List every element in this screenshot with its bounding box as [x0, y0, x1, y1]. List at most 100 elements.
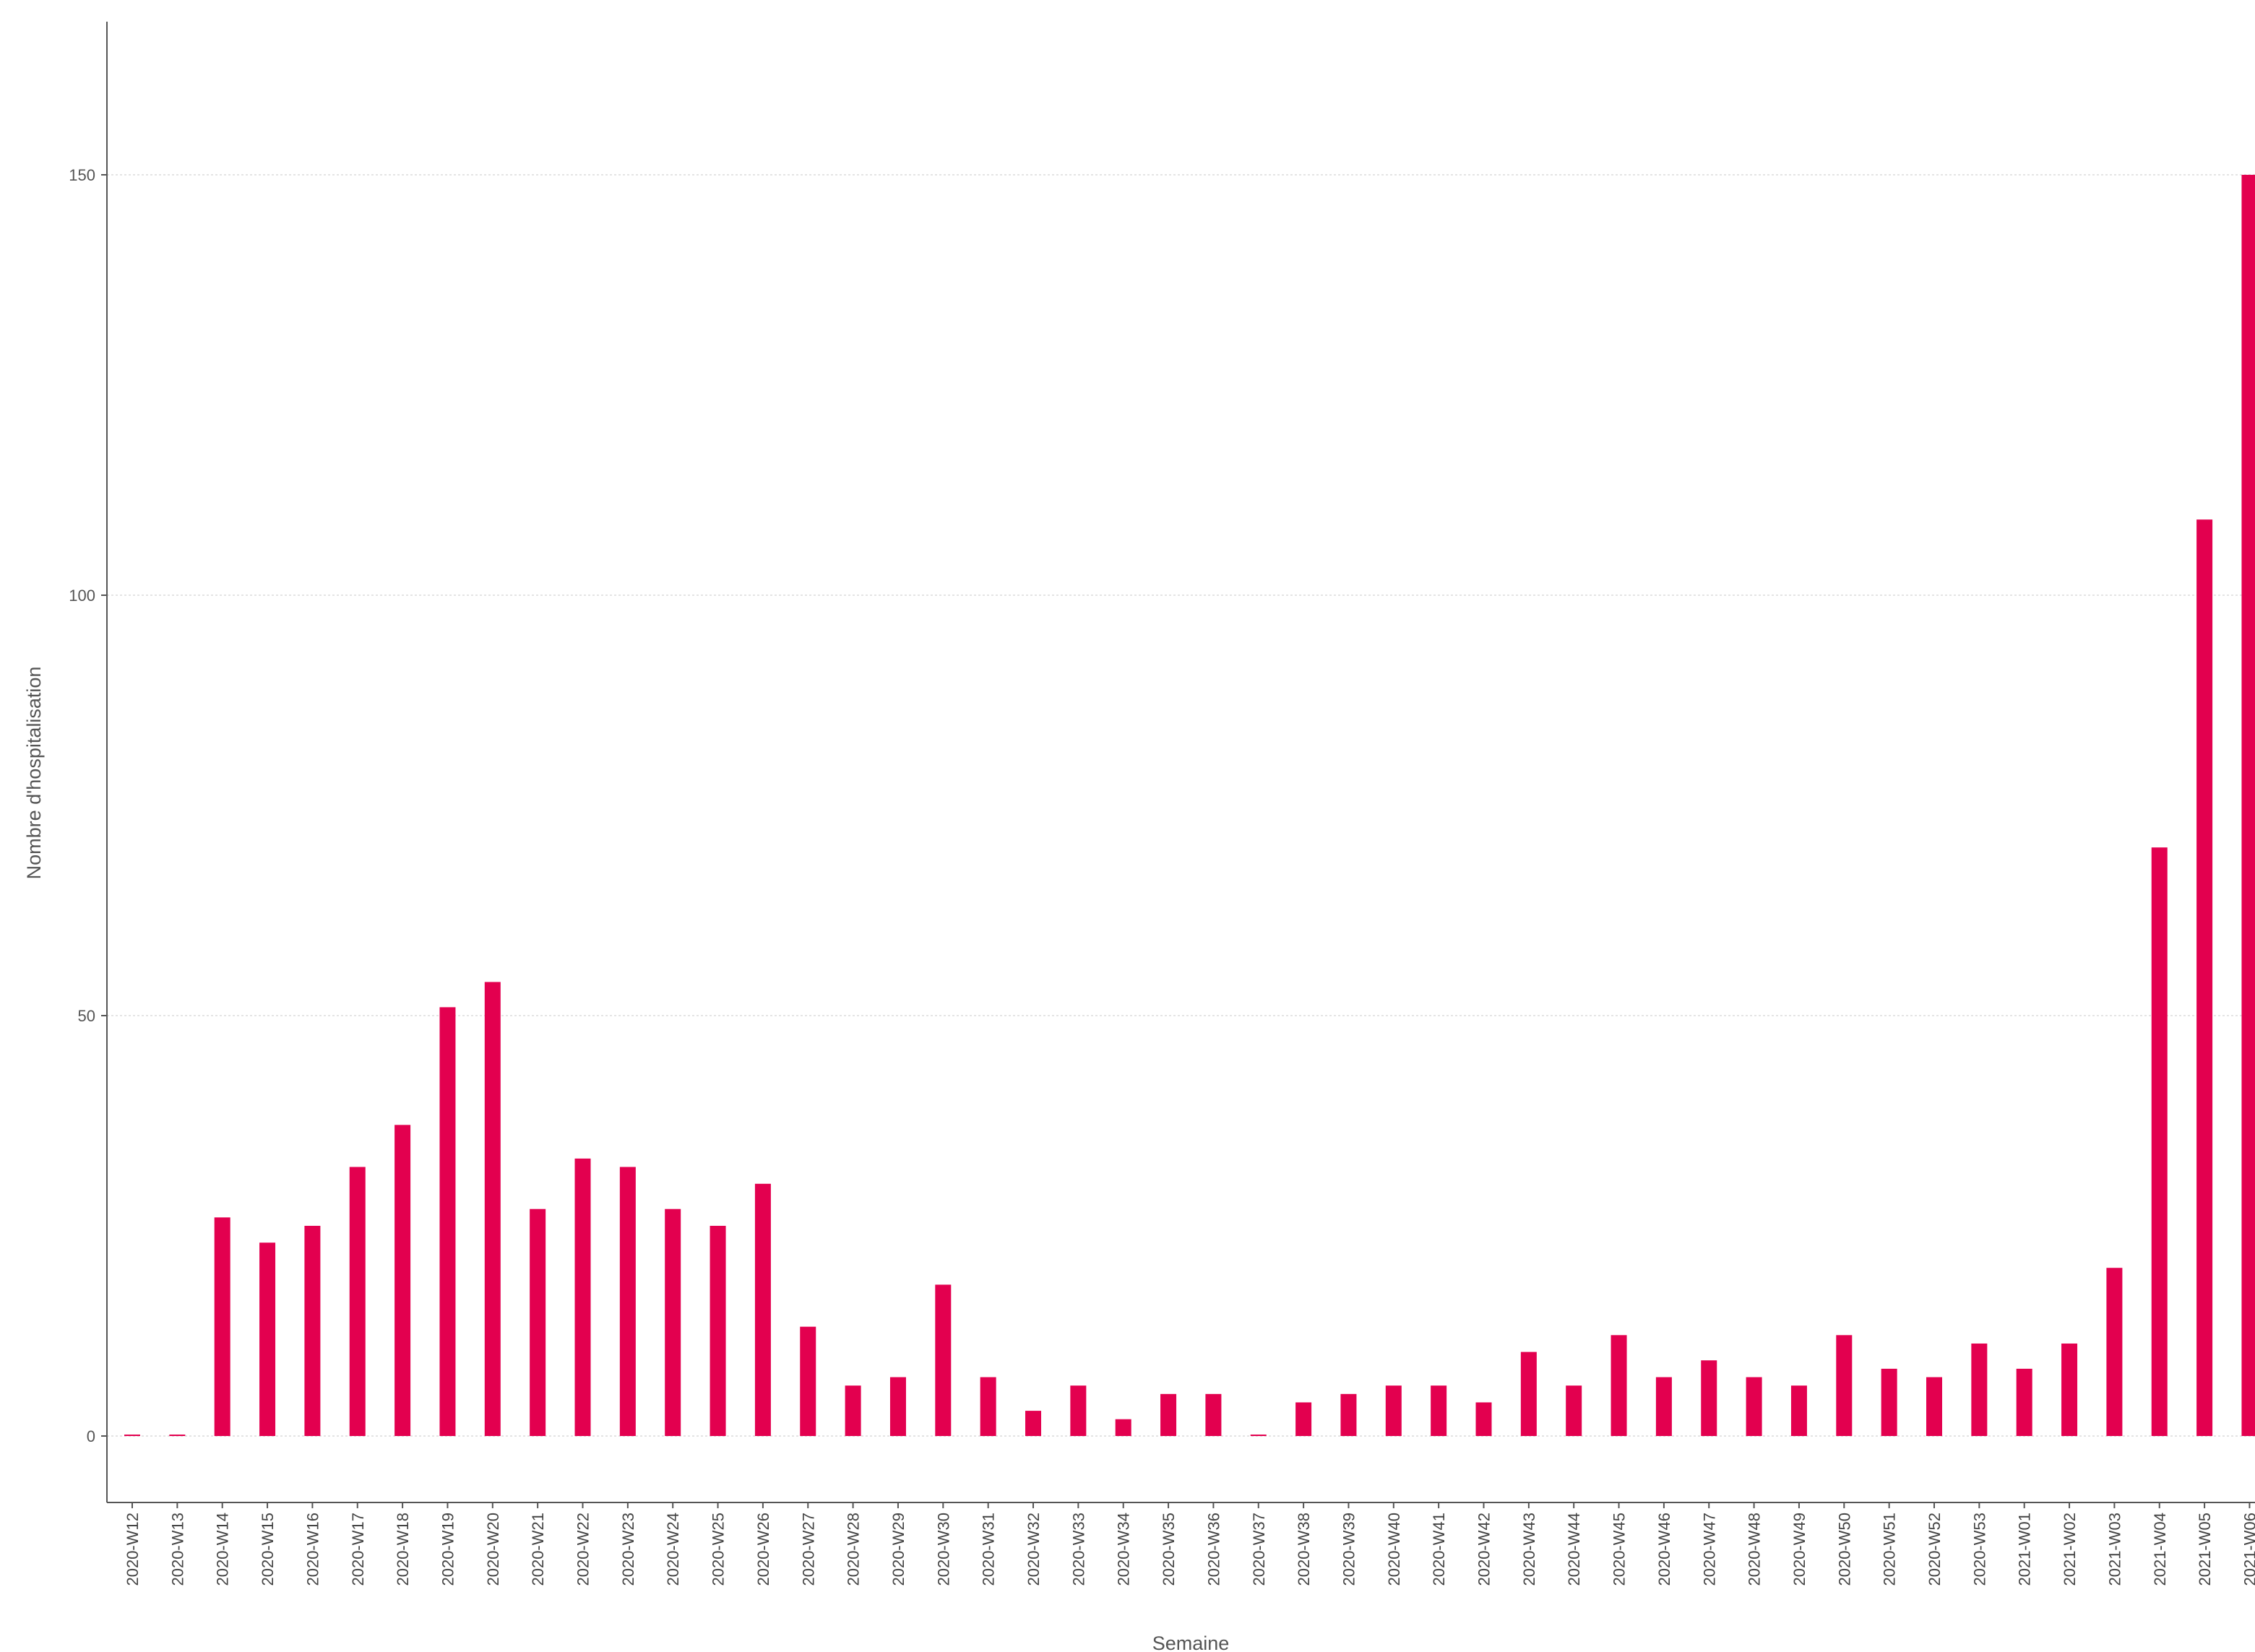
y-tick-label-0: 0: [87, 1427, 95, 1445]
x-tick-label-2020-W44: 2020-W44: [1565, 1513, 1583, 1586]
bar-2021-W06: [2241, 175, 2255, 1436]
x-tick-label-2020-W27: 2020-W27: [799, 1513, 817, 1586]
x-tick-label-2020-W25: 2020-W25: [710, 1513, 728, 1586]
x-tick-label-2020-W14: 2020-W14: [214, 1513, 232, 1586]
x-tick-label-2020-W17: 2020-W17: [349, 1513, 367, 1586]
bar-2020-W37: [1250, 1435, 1267, 1436]
x-tick-label-2021-W06: 2021-W06: [2241, 1513, 2255, 1586]
bar-2020-W44: [1566, 1385, 1582, 1436]
x-tick-label-2020-W37: 2020-W37: [1250, 1513, 1268, 1586]
x-axis-title: Semaine: [1152, 1632, 1230, 1652]
bar-2020-W24: [665, 1208, 681, 1436]
bar-2020-W33: [1070, 1385, 1087, 1436]
x-tick-label-2020-W53: 2020-W53: [1970, 1513, 1988, 1586]
bar-2020-W32: [1025, 1411, 1041, 1436]
bar-2020-W50: [1836, 1335, 1853, 1436]
x-tick-label-2020-W28: 2020-W28: [845, 1513, 863, 1586]
y-tick-label-150: 150: [69, 166, 95, 184]
bar-2020-W29: [889, 1377, 906, 1436]
bar-2020-W17: [349, 1167, 366, 1436]
bar-2020-W25: [710, 1226, 726, 1436]
x-tick-label-2021-W04: 2021-W04: [2151, 1513, 2169, 1586]
y-tick-labels: 0 50 100 150: [69, 166, 95, 1445]
bar-2020-W39: [1340, 1393, 1357, 1436]
x-tick-label-2020-W24: 2020-W24: [664, 1513, 682, 1586]
bar-2020-W30: [935, 1284, 952, 1436]
x-tick-label-2020-W48: 2020-W48: [1746, 1513, 1764, 1586]
x-tick-label-2020-W51: 2020-W51: [1881, 1513, 1899, 1586]
bar-2020-W49: [1790, 1385, 1807, 1436]
bar-2020-W40: [1385, 1385, 1402, 1436]
x-tick-label-2020-W16: 2020-W16: [303, 1513, 322, 1586]
bar-2020-W21: [530, 1208, 546, 1436]
x-tick-label-2020-W18: 2020-W18: [394, 1513, 412, 1586]
x-tick-label-2020-W30: 2020-W30: [934, 1513, 952, 1586]
bar-2020-W53: [1971, 1343, 1988, 1436]
bars: [124, 175, 2255, 1436]
bar-2020-W38: [1295, 1402, 1312, 1436]
bar-2020-W28: [845, 1385, 861, 1436]
bar-2020-W47: [1701, 1360, 1717, 1436]
bar-2020-W31: [980, 1377, 996, 1436]
x-tick-label-2020-W40: 2020-W40: [1385, 1513, 1403, 1586]
x-tick-label-2021-W05: 2021-W05: [2196, 1513, 2214, 1586]
y-axis-title: Nombre d'hospitalisation: [23, 667, 45, 880]
bar-2020-W23: [619, 1167, 636, 1436]
x-tick-label-2020-W52: 2020-W52: [1926, 1513, 1944, 1586]
axes: [101, 22, 2255, 1508]
y-tick-label-100: 100: [69, 587, 95, 605]
bar-2020-W19: [439, 1007, 456, 1436]
bar-2020-W36: [1205, 1393, 1222, 1436]
bar-2021-W04: [2151, 847, 2168, 1436]
x-tick-label-2020-W12: 2020-W12: [124, 1513, 142, 1586]
bar-2020-W41: [1431, 1385, 1447, 1436]
x-tick-label-2020-W21: 2020-W21: [529, 1513, 547, 1586]
bar-2020-W27: [800, 1326, 816, 1436]
x-tick-label-2020-W20: 2020-W20: [484, 1513, 502, 1586]
x-tick-label-2020-W42: 2020-W42: [1475, 1513, 1493, 1586]
x-tick-label-2020-W23: 2020-W23: [619, 1513, 637, 1586]
x-tick-label-2020-W15: 2020-W15: [259, 1513, 277, 1586]
gridlines: [107, 174, 2255, 1437]
x-tick-labels: 2020-W12 2020-W13 2020-W14 2020-W15 2020-W16…: [124, 1513, 2255, 1586]
bar-2020-W34: [1115, 1419, 1131, 1436]
x-tick-label-2020-W50: 2020-W50: [1835, 1513, 1853, 1586]
x-tick-label-2020-W35: 2020-W35: [1160, 1513, 1178, 1586]
x-tick-label-2020-W22: 2020-W22: [574, 1513, 592, 1586]
x-tick-label-2020-W49: 2020-W49: [1790, 1513, 1808, 1586]
x-tick-label-2020-W39: 2020-W39: [1340, 1513, 1358, 1586]
bar-2020-W52: [1926, 1377, 1942, 1436]
x-tick-label-2020-W19: 2020-W19: [439, 1513, 457, 1586]
x-tick-label-2020-W41: 2020-W41: [1430, 1513, 1448, 1586]
x-tick-label-2021-W03: 2021-W03: [2105, 1513, 2124, 1586]
bar-2021-W05: [2196, 519, 2213, 1436]
x-tick-label-2020-W13: 2020-W13: [168, 1513, 186, 1586]
x-tick-label-2020-W34: 2020-W34: [1115, 1513, 1133, 1586]
bar-2020-W22: [574, 1158, 591, 1436]
y-tick-label-50: 50: [78, 1007, 95, 1025]
bar-2020-W35: [1160, 1393, 1177, 1436]
x-tick-label-2020-W45: 2020-W45: [1611, 1513, 1629, 1586]
bar-2020-W43: [1520, 1352, 1537, 1436]
bar-2020-W15: [259, 1242, 276, 1436]
bar-2020-W12: [124, 1435, 140, 1436]
x-tick-label-2020-W36: 2020-W36: [1204, 1513, 1223, 1586]
x-tick-label-2020-W29: 2020-W29: [889, 1513, 907, 1586]
x-tick-label-2020-W46: 2020-W46: [1655, 1513, 1673, 1586]
x-tick-label-2021-W01: 2021-W01: [2016, 1513, 2034, 1586]
bar-2020-W46: [1655, 1377, 1672, 1436]
x-tick-label-2020-W31: 2020-W31: [980, 1513, 998, 1586]
x-tick-label-2020-W47: 2020-W47: [1700, 1513, 1718, 1586]
x-tick-label-2020-W33: 2020-W33: [1069, 1513, 1087, 1586]
bar-2021-W03: [2106, 1268, 2123, 1436]
bar-2020-W42: [1475, 1402, 1492, 1436]
bar-2020-W13: [169, 1435, 186, 1436]
bar-2020-W18: [394, 1125, 411, 1436]
bar-2020-W16: [304, 1226, 321, 1436]
bar-2020-W48: [1746, 1377, 1762, 1436]
bar-2020-W26: [754, 1183, 771, 1436]
x-tick-label-2020-W38: 2020-W38: [1295, 1513, 1313, 1586]
bar-2020-W45: [1611, 1335, 1627, 1436]
